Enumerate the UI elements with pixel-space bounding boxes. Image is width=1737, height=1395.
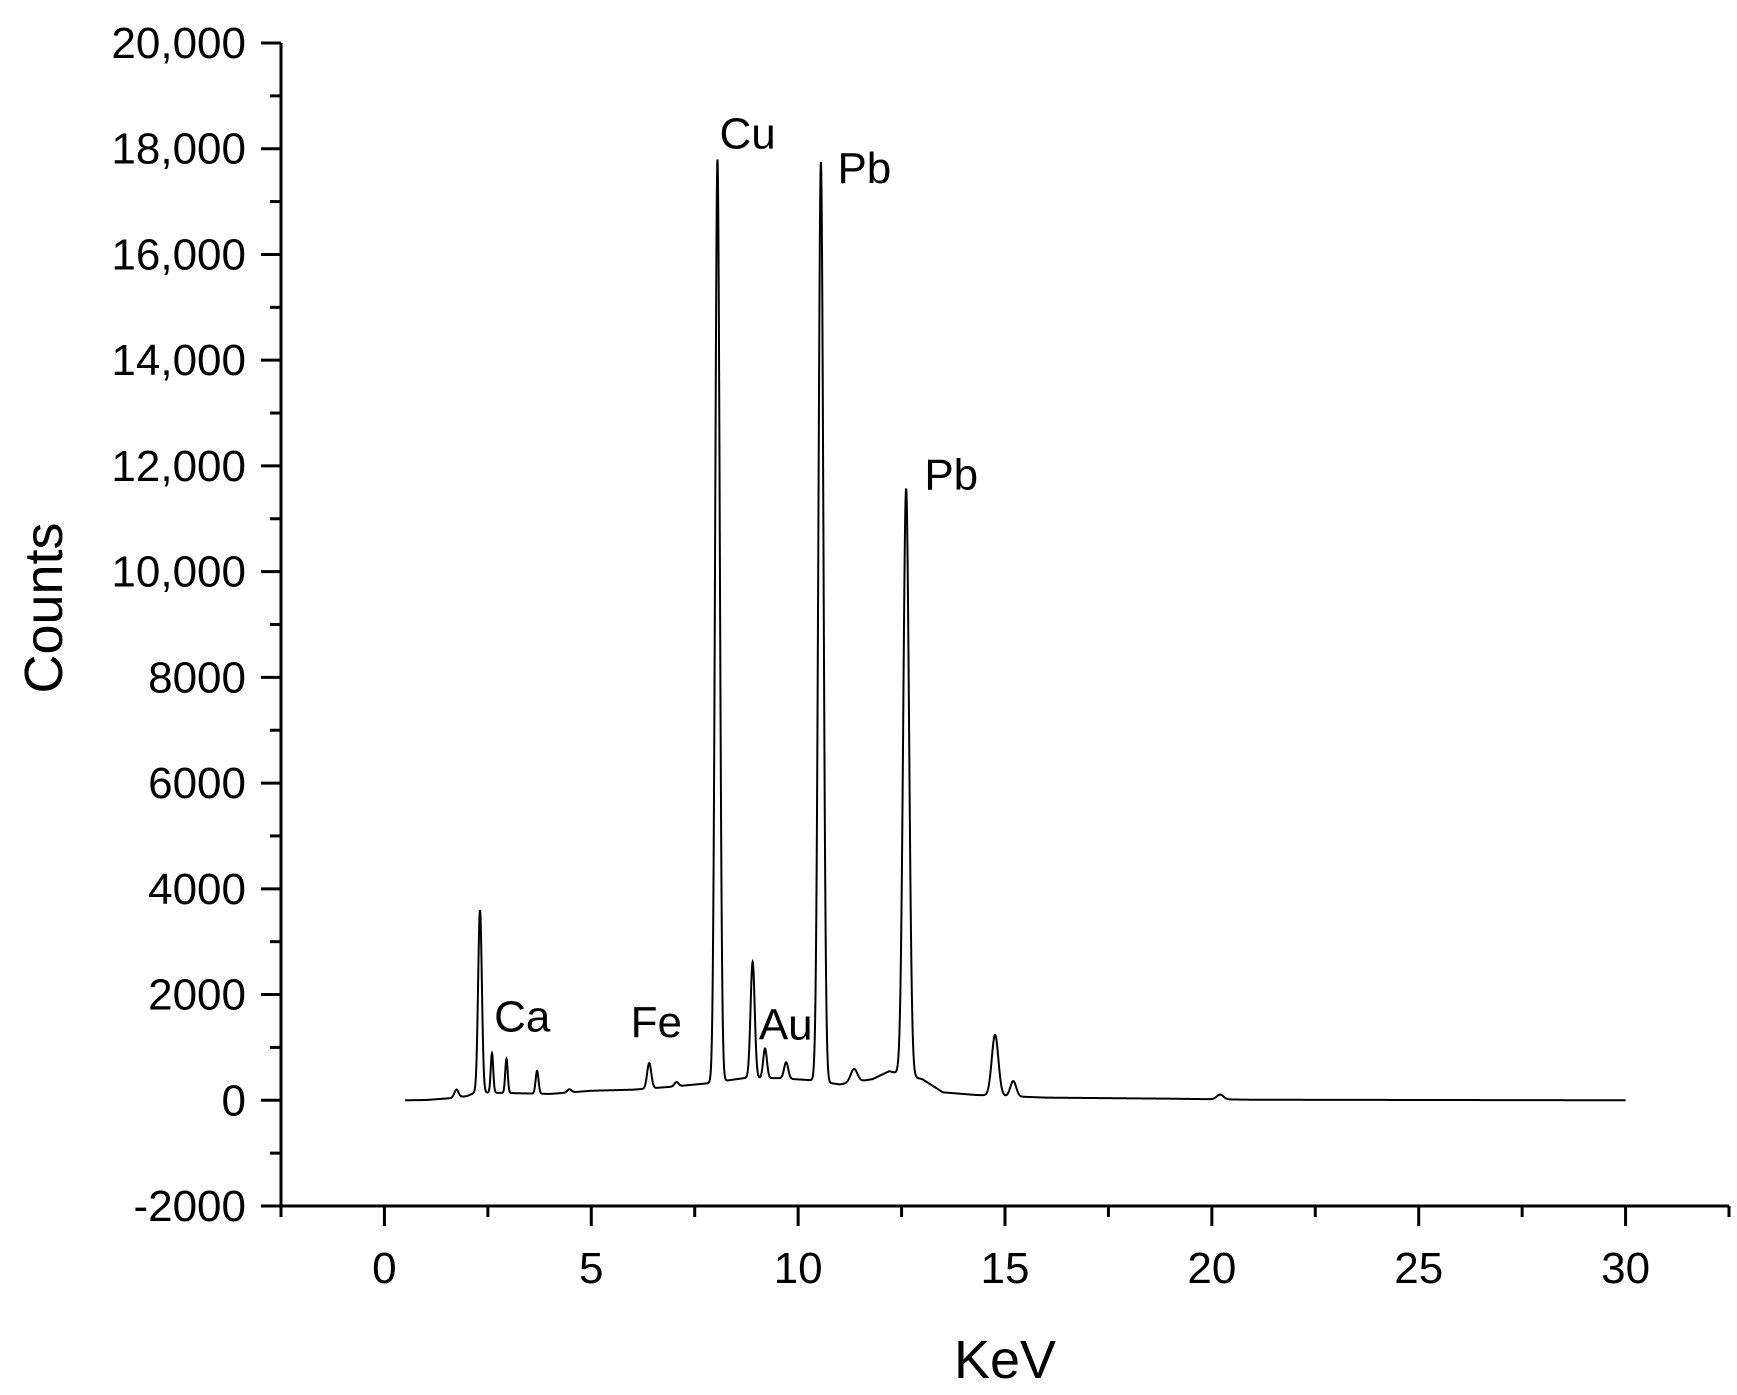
- spectrum-line: [405, 159, 1626, 1102]
- peak-label-pb: Pb: [924, 451, 978, 500]
- x-axis-title: KeV: [954, 1330, 1056, 1390]
- axes: -2000 0 2000 4000 6000 8000 10,000 12,000 14,000…: [111, 19, 1731, 1293]
- y-tick-label: 6000: [148, 759, 246, 808]
- x-tick-label: 25: [1394, 1244, 1443, 1293]
- x-axis-ticks: 0 5 10 15 20 25 30: [279, 1206, 1731, 1293]
- y-tick-label: 12,000: [111, 442, 246, 491]
- peak-label-fe: Fe: [631, 998, 682, 1047]
- y-tick-label: 2000: [148, 971, 246, 1020]
- x-tick-label: 20: [1187, 1244, 1236, 1293]
- peak-label-au: Au: [759, 1000, 813, 1049]
- x-tick-label: 0: [372, 1244, 396, 1293]
- y-tick-label: 14,000: [111, 336, 246, 385]
- y-axis-ticks: -2000 0 2000 4000 6000 8000 10,000 12,000 14,000…: [111, 19, 281, 1231]
- peak-label-ca: Ca: [494, 993, 551, 1042]
- x-tick-label: 10: [774, 1244, 823, 1293]
- y-tick-label: 16,000: [111, 230, 246, 279]
- peak-label-pb: Pb: [837, 144, 891, 193]
- peak-annotations: Ca Fe Cu Au Pb Pb: [494, 110, 978, 1050]
- y-tick-label: 10,000: [111, 548, 246, 597]
- y-tick-label: 4000: [148, 865, 246, 914]
- x-tick-label: 5: [579, 1244, 603, 1293]
- y-axis-title: Counts: [14, 522, 74, 693]
- y-tick-label: 18,000: [111, 125, 246, 174]
- x-tick-label: 30: [1601, 1244, 1650, 1293]
- peak-label-cu: Cu: [720, 110, 776, 159]
- y-tick-label: 8000: [148, 653, 246, 702]
- y-tick-label: 0: [222, 1076, 246, 1125]
- x-tick-label: 15: [981, 1244, 1030, 1293]
- y-tick-label: -2000: [133, 1182, 246, 1231]
- y-tick-label: 20,000: [111, 19, 246, 68]
